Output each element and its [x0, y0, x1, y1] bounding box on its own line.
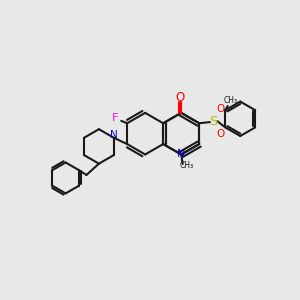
Text: N: N [110, 130, 118, 140]
Text: S: S [209, 115, 218, 128]
Text: O: O [217, 104, 225, 114]
Text: CH₃: CH₃ [224, 96, 238, 105]
Text: CH₃: CH₃ [180, 161, 194, 170]
Text: F: F [112, 113, 119, 124]
Text: O: O [217, 129, 225, 139]
Text: O: O [175, 91, 184, 104]
Text: N: N [176, 149, 185, 160]
